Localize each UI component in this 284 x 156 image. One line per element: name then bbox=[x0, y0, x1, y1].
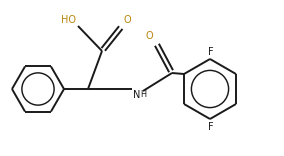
Text: O: O bbox=[123, 15, 131, 25]
Text: O: O bbox=[145, 31, 153, 41]
Text: F: F bbox=[208, 122, 214, 132]
Text: HO: HO bbox=[61, 15, 76, 25]
Text: N: N bbox=[133, 90, 140, 100]
Text: F: F bbox=[208, 46, 214, 56]
Text: H: H bbox=[141, 90, 147, 99]
